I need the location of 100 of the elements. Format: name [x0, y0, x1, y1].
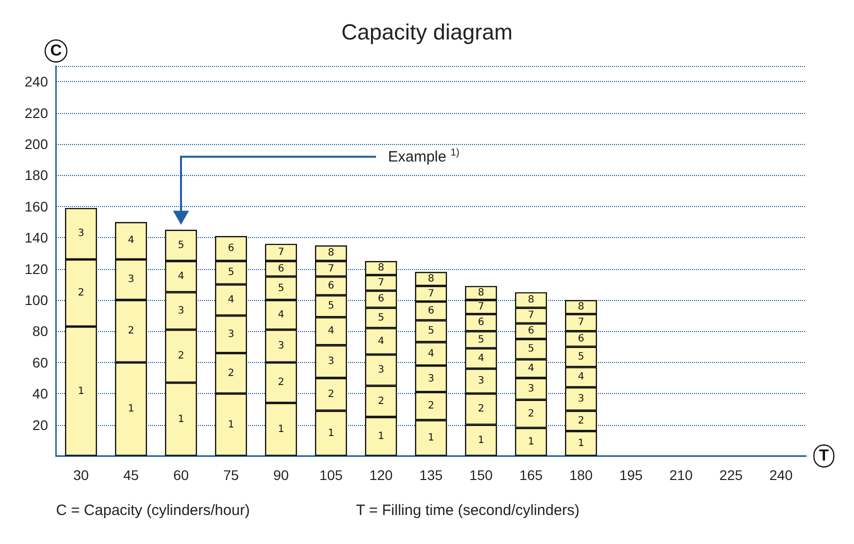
- text: 6: [578, 334, 584, 344]
- text: 2: [128, 326, 134, 337]
- text: 5: [328, 300, 334, 312]
- text: 2: [278, 377, 284, 388]
- text: 1: [128, 404, 134, 415]
- text: 8: [528, 294, 534, 306]
- x-tick-label: 75: [223, 467, 239, 483]
- series-label: 7: [478, 302, 484, 313]
- y-axis-title: C: [50, 42, 62, 60]
- x-tick-label: 90: [273, 467, 289, 483]
- series-label: 5: [478, 334, 484, 346]
- series-label: 3: [528, 383, 534, 394]
- y-tick-label: 140: [24, 230, 48, 246]
- text: 4: [278, 309, 284, 320]
- text: 6: [378, 294, 384, 305]
- x-tick-label: 150: [469, 467, 493, 483]
- y-tick-label: 40: [32, 386, 48, 402]
- text: 8: [578, 302, 584, 313]
- text: 1: [78, 386, 84, 397]
- text: 4: [328, 326, 334, 337]
- text: 1: [378, 431, 384, 442]
- text: 1: [178, 414, 184, 425]
- text: 1: [428, 432, 434, 444]
- x-tick-label: 30: [73, 467, 89, 483]
- text: 3: [328, 356, 334, 368]
- text: 3: [178, 305, 184, 316]
- text: 6: [428, 305, 434, 316]
- x-tick-label: 105: [319, 467, 343, 483]
- x-tick-label: 225: [719, 467, 743, 483]
- text: 4: [428, 348, 434, 360]
- x-tick-label: 135: [419, 467, 443, 483]
- text: 7: [328, 263, 334, 274]
- x-tick-label: 45: [123, 467, 139, 483]
- text: 7: [278, 246, 284, 258]
- y-tick-label: 60: [32, 354, 48, 370]
- text: 1: [478, 434, 484, 446]
- text: 7: [528, 310, 534, 322]
- y-tick-label: 120: [24, 260, 48, 277]
- text: 3: [428, 373, 434, 384]
- text: 4: [478, 353, 484, 364]
- text: 6: [478, 317, 484, 328]
- text: 4: [228, 294, 234, 306]
- text: 7: [428, 288, 434, 300]
- text: 2: [478, 404, 484, 415]
- text: 1: [328, 428, 334, 439]
- y-tick-label: 160: [24, 198, 48, 214]
- text: 3: [478, 376, 484, 387]
- text: 3: [128, 274, 134, 286]
- text: 5: [228, 267, 234, 278]
- text: 2: [328, 388, 334, 400]
- text: 4: [178, 271, 184, 282]
- text: 5: [528, 344, 534, 355]
- annotation: Example 1): [388, 147, 460, 166]
- series-label: 2: [578, 415, 584, 426]
- x-tick-label: 195: [619, 467, 643, 483]
- series-label: 1: [578, 438, 584, 450]
- series-label: 6: [278, 263, 284, 274]
- y-tick-label: 200: [24, 136, 48, 152]
- text: 4: [128, 235, 134, 246]
- x-axis-title: T: [819, 448, 829, 464]
- text: 8: [478, 287, 484, 298]
- x-tick-label: 180: [569, 467, 593, 483]
- text: 5: [378, 312, 384, 324]
- text: 5: [178, 240, 184, 251]
- text: 8: [428, 273, 434, 284]
- y-tick-label: 80: [32, 323, 48, 340]
- text: 3: [378, 364, 384, 376]
- text: 1: [528, 436, 534, 448]
- text: 2: [428, 400, 434, 412]
- x-tick-label: 240: [769, 467, 793, 483]
- text: 3: [578, 394, 584, 405]
- text: T = Filling time (second/cylinders): [356, 502, 580, 519]
- text: C = Capacity (cylinders/hour): [56, 502, 250, 519]
- y-tick-label: 100: [24, 292, 48, 308]
- text: 2: [378, 396, 384, 407]
- series-label: 8: [378, 262, 384, 274]
- text: 1: [278, 424, 284, 435]
- text: 3: [78, 228, 84, 240]
- y-tick-label: 220: [24, 104, 48, 121]
- chart-title: Capacity diagram: [341, 20, 513, 44]
- x-tick-label: 120: [369, 467, 393, 483]
- text: 2: [228, 368, 234, 379]
- text: 5: [428, 326, 434, 337]
- text: 2: [528, 408, 534, 420]
- y-tick-label: 240: [24, 74, 48, 90]
- text: 2: [178, 350, 184, 362]
- text: 1: [228, 419, 234, 430]
- text: 3: [278, 340, 284, 352]
- x-tick-label: 60: [173, 467, 189, 483]
- text: 6: [328, 280, 334, 292]
- y-tick-label: 180: [24, 167, 48, 184]
- text: 6: [528, 326, 534, 337]
- text: 5: [578, 351, 584, 362]
- text: 3: [228, 328, 234, 340]
- text: 2: [78, 287, 84, 298]
- text: 5: [278, 282, 284, 294]
- x-tick-label: 165: [519, 467, 543, 483]
- text: 7: [378, 277, 384, 288]
- x-tick-label: 210: [669, 467, 693, 483]
- series-label: 4: [528, 363, 534, 374]
